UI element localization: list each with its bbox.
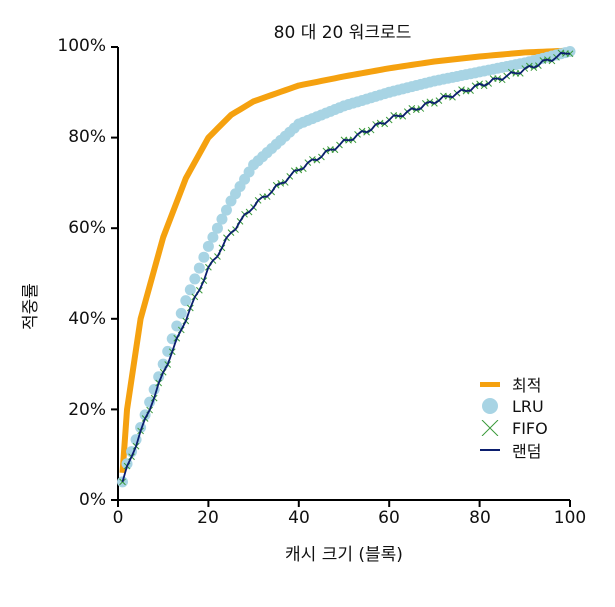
- y-axis-label-text: 적중률: [21, 283, 41, 330]
- lru-marker: [211, 222, 223, 234]
- chart-title: 80 대 20 워크로드: [273, 23, 412, 43]
- x-tick-label: 60: [378, 508, 400, 528]
- navy-line-icon: [478, 442, 502, 458]
- x-tick-label: 40: [288, 508, 310, 528]
- lru-marker: [220, 204, 232, 216]
- orange-line-icon: [478, 376, 502, 392]
- y-tick-label: 100%: [57, 36, 106, 56]
- series-random-line: [121, 51, 571, 483]
- lru-marker: [193, 262, 205, 274]
- x-tick-label: 80: [469, 508, 491, 528]
- legend-label: FIFO: [512, 418, 548, 438]
- lru-marker: [175, 307, 187, 319]
- legend-item-optimal: 최적: [478, 373, 548, 395]
- x-tick-label: 20: [197, 508, 219, 528]
- x-marker-icon: [478, 420, 502, 436]
- legend-label: 랜덤: [512, 442, 542, 461]
- legend-item-lru: LRU: [478, 395, 548, 417]
- y-axis-label: 적중률: [16, 283, 41, 330]
- lru-marker: [202, 240, 214, 252]
- lru-marker: [189, 273, 201, 285]
- legend-label: LRU: [512, 396, 544, 416]
- legend: 최적 LRU FIFO 랜덤: [478, 373, 548, 461]
- x-tick-label: 100: [553, 508, 587, 528]
- y-tick-label: 40%: [68, 309, 106, 329]
- lru-marker: [198, 251, 210, 263]
- series-optimal-line: [119, 47, 571, 474]
- y-tick-label: 20%: [68, 400, 106, 420]
- x-axis-label: 캐시 크기 (블록): [285, 545, 403, 565]
- y-tick-label: 0%: [79, 490, 106, 510]
- lru-marker: [216, 213, 228, 225]
- y-tick-label: 80%: [68, 127, 106, 147]
- x-tick-label: 0: [112, 508, 124, 528]
- legend-item-random: 랜덤: [478, 439, 548, 461]
- legend-label: 최적: [512, 376, 542, 395]
- series-layer: [117, 46, 576, 488]
- legend-item-fifo: FIFO: [478, 417, 548, 439]
- axes: [111, 46, 571, 507]
- y-tick-label: 60%: [68, 218, 106, 238]
- circle-marker-icon: [478, 398, 502, 414]
- lru-marker: [180, 295, 192, 307]
- lru-marker: [184, 284, 196, 296]
- lru-marker: [207, 231, 219, 243]
- lru-marker: [564, 46, 576, 58]
